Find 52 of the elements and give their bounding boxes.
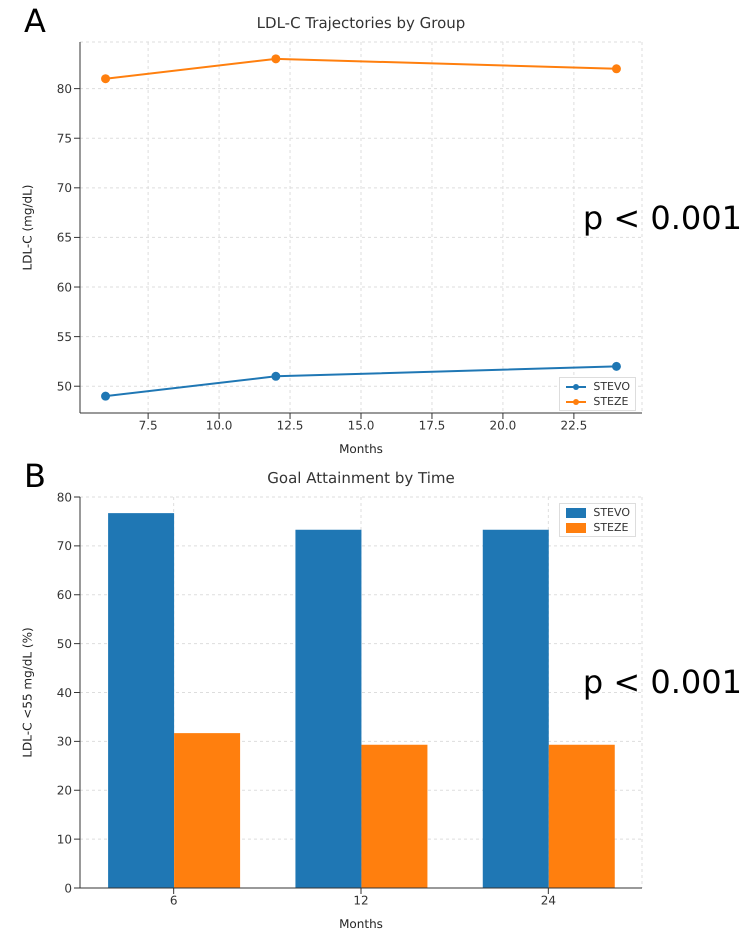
y-tick-label: 0 [64, 881, 72, 896]
y-tick-label: 40 [56, 686, 72, 700]
point [271, 54, 280, 64]
x-tick-label: 7.5 [138, 418, 158, 433]
x-tick-label: 24 [540, 894, 556, 908]
bar [482, 530, 549, 888]
text: A [24, 2, 46, 40]
chart-title: Goal Attainment by Time [266, 469, 456, 487]
y-tick-label: 20 [56, 784, 72, 798]
legend-label: STEVO [593, 505, 630, 520]
point [612, 64, 621, 74]
annotation: p < 0.001 [582, 662, 742, 700]
bar [174, 733, 240, 888]
bar [548, 744, 615, 888]
bar [108, 513, 174, 888]
point [101, 74, 110, 84]
x-tick-label: 20.0 [490, 418, 516, 433]
x-tick-label: 6 [170, 894, 178, 908]
point [271, 372, 280, 381]
bar [295, 530, 362, 888]
legend-label: STEZE [593, 520, 628, 535]
chart-title: LDL-C Trajectories by Group [256, 14, 466, 32]
y-tick-label: 70 [56, 181, 72, 196]
x-tick-label: 15.0 [348, 418, 374, 433]
text: B [24, 457, 46, 495]
y-tick-label: 80 [56, 82, 72, 96]
x-axis-title: Months [339, 442, 383, 456]
x-tick-label: 12.5 [276, 418, 304, 433]
legend-label: STEVO [593, 379, 630, 394]
y-tick-label: 60 [56, 588, 72, 602]
x-tick-label: 22.5 [560, 418, 588, 433]
x-tick-label: 17.5 [418, 418, 446, 433]
y-tick-label: 70 [56, 539, 72, 554]
y-tick-label: 75 [56, 131, 72, 146]
y-tick-label: 80 [56, 490, 72, 504]
bar [361, 744, 428, 888]
y-axis-title: LDL-C (mg/dL) [20, 184, 34, 270]
y-axis-title: LDL-C <55 mg/dL (%) [20, 627, 34, 758]
x-tick-label: 10.0 [206, 418, 232, 433]
legend-label: STEZE [593, 394, 628, 409]
x-tick-label: 12 [353, 894, 369, 908]
y-tick-label: 60 [56, 280, 72, 294]
point [101, 392, 110, 401]
y-tick-label: 65 [56, 230, 72, 245]
y-tick-label: 30 [56, 734, 72, 749]
y-tick-label: 10 [56, 832, 72, 846]
y-tick-label: 50 [56, 636, 72, 651]
annotation: p < 0.001 [582, 199, 742, 238]
x-axis-title: Months [339, 917, 383, 931]
point [612, 362, 621, 371]
y-tick-label: 50 [56, 379, 72, 394]
y-tick-label: 55 [56, 330, 72, 344]
